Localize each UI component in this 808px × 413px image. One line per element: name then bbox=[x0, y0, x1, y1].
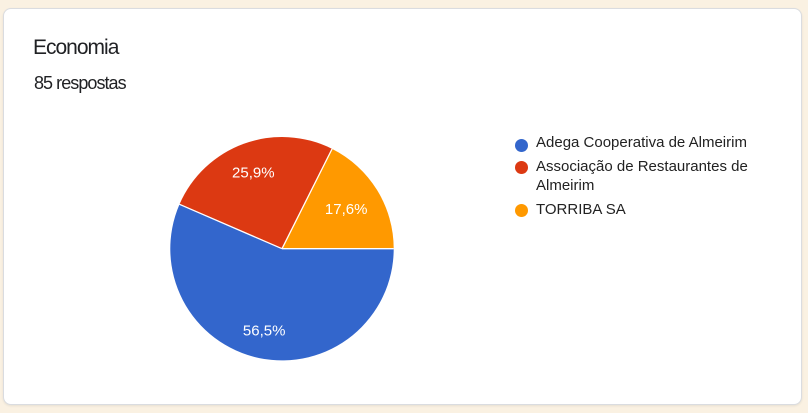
svg-text:56,5%: 56,5% bbox=[243, 322, 286, 339]
svg-text:17,6%: 17,6% bbox=[325, 201, 368, 218]
svg-text:25,9%: 25,9% bbox=[232, 164, 275, 181]
